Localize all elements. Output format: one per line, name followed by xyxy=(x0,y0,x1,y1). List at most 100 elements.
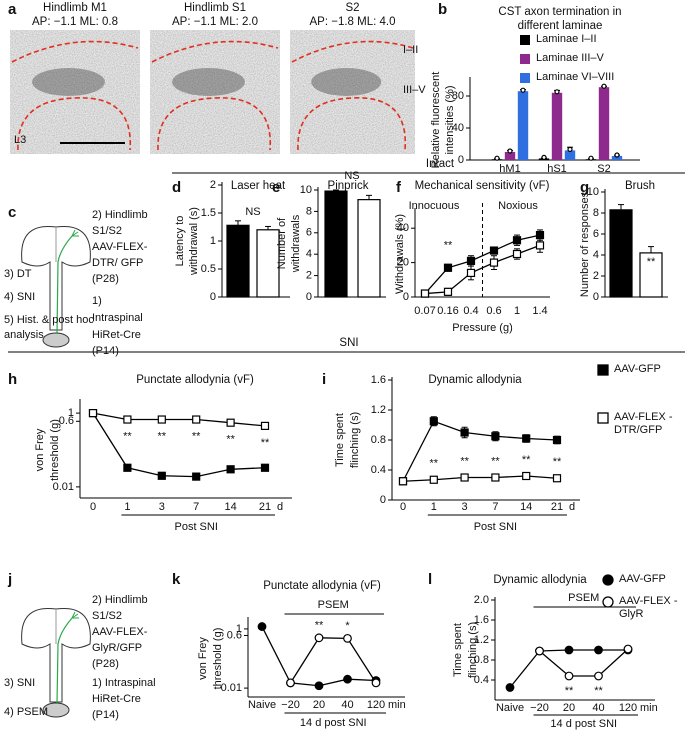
y-tick-label: 0 xyxy=(210,291,216,303)
data-point xyxy=(398,477,408,486)
significance: ** xyxy=(647,256,656,268)
schematic-c xyxy=(21,225,91,348)
data-point xyxy=(192,472,201,481)
data-point xyxy=(226,465,235,474)
legend-swatch xyxy=(597,412,609,424)
significance: NS xyxy=(344,170,359,182)
legend-label: AAV-FLEX -DTR/GFP xyxy=(614,411,673,436)
image-annotation: III–V xyxy=(403,84,426,96)
schematic-text: AAV-FLEX- xyxy=(92,241,148,253)
y-tick-label: 1 xyxy=(210,235,216,247)
y-tick-label: 0 xyxy=(403,291,409,303)
schematic-text: DTR/ GFP xyxy=(92,257,143,269)
y-tick-label: 20 xyxy=(397,257,409,269)
data-point xyxy=(420,289,430,298)
y-axis-label: withdrawal (s) xyxy=(188,207,200,276)
significance: * xyxy=(345,620,350,632)
x-axis-label: 14 d post SNI xyxy=(550,718,617,730)
data-point xyxy=(520,87,526,93)
legend-label: Laminae I–II xyxy=(536,33,597,45)
data-point xyxy=(491,432,500,441)
x-tick-label: 7 xyxy=(193,501,199,513)
image-title: Hindlimb M1 xyxy=(43,2,107,14)
data-point xyxy=(460,473,469,482)
x-tick-label: 40 xyxy=(341,699,353,711)
panel-letter: c xyxy=(8,204,16,221)
y-tick-label: 1.6 xyxy=(474,614,489,626)
y-axis-label: Withdrawals (%) xyxy=(394,214,406,294)
significance: ** xyxy=(522,454,531,466)
y-tick-label: 4 xyxy=(593,249,599,261)
data-point xyxy=(505,683,515,692)
data-point xyxy=(286,678,295,688)
data-point xyxy=(522,434,531,443)
image-coords: AP: −1.1 ML: 0.8 xyxy=(32,16,118,28)
legend-swatch xyxy=(520,54,530,64)
data-point xyxy=(507,148,513,154)
data-point xyxy=(594,645,603,655)
bar xyxy=(551,92,563,160)
data-point xyxy=(429,475,438,484)
x-tick-label: −20 xyxy=(281,699,300,711)
image-coords: AP: −1.8 ML: 4.0 xyxy=(310,16,396,28)
data-point xyxy=(157,415,166,424)
data-point xyxy=(314,681,324,691)
data-point xyxy=(260,421,270,431)
data-point xyxy=(614,152,620,158)
data-point xyxy=(157,471,166,480)
schematic-text: HiRet-Cre xyxy=(92,329,141,341)
chart-title: Pinprick xyxy=(328,180,369,192)
significance: ** xyxy=(261,437,270,449)
schematic-text: analysis xyxy=(4,329,44,341)
chart-title: CST axon termination in xyxy=(498,6,621,18)
legend-label: Laminae VI–VIII xyxy=(536,71,615,83)
x-axis-label: Post SNI xyxy=(474,521,517,533)
x-tick-label: 0.07 xyxy=(414,305,435,317)
section-header: Intact xyxy=(426,158,455,170)
panel-letter: g xyxy=(580,179,589,196)
chart-title: different laminae xyxy=(518,20,603,32)
y-tick-label: 1 xyxy=(236,623,242,635)
y-tick-label: 2 xyxy=(210,179,216,191)
schematic-text: 3) SNI xyxy=(4,677,35,689)
image-annotation: L3 xyxy=(14,134,26,146)
lamina-outline xyxy=(17,97,132,151)
bar xyxy=(609,209,633,298)
x-tick-label: 1 xyxy=(514,305,520,317)
chart-title: Punctate allodynia (vF) xyxy=(263,580,381,592)
data-point xyxy=(541,154,547,160)
legend-label: Laminae III–V xyxy=(536,52,604,64)
schematic-text: S1/S2 xyxy=(92,225,122,237)
x-tick-label: 1 xyxy=(431,501,437,513)
data-point xyxy=(494,155,500,161)
legend-swatch xyxy=(520,73,530,83)
x-tick-label: 0.6 xyxy=(486,305,501,317)
bar xyxy=(504,152,516,160)
panel-letter: b xyxy=(438,1,447,18)
x-tick-label: 14 xyxy=(520,501,532,513)
x-tick-label: S2 xyxy=(597,163,610,175)
data-point xyxy=(552,474,562,483)
schematic-text: 3) DT xyxy=(4,268,32,280)
data-point xyxy=(226,418,235,427)
x-tick-label: 3 xyxy=(159,501,165,513)
schematic-text: 5) Hist. & post hoc xyxy=(4,314,94,326)
y-tick-label: 0.8 xyxy=(371,434,386,446)
region-label: Noxious xyxy=(498,200,538,212)
image-coords: AP: −1.1 ML: 2.0 xyxy=(172,16,258,28)
legend-swatch xyxy=(520,35,530,45)
data-point xyxy=(371,678,381,688)
significance: ** xyxy=(226,434,235,446)
data-point xyxy=(466,256,476,265)
data-point xyxy=(567,146,573,152)
schematic-text: 2) Hindlimb xyxy=(92,594,148,606)
significance: ** xyxy=(192,430,201,442)
treatment-label: PSEM xyxy=(318,599,349,611)
chart-title: Laser heat xyxy=(231,180,286,192)
data-point xyxy=(489,258,499,267)
x-unit: min xyxy=(388,699,406,711)
x-unit: min xyxy=(640,702,658,714)
chart-title: Mechanical sensitivity (vF) xyxy=(415,180,550,192)
data-point xyxy=(466,268,476,278)
y-tick-label: 1.5 xyxy=(201,207,216,219)
